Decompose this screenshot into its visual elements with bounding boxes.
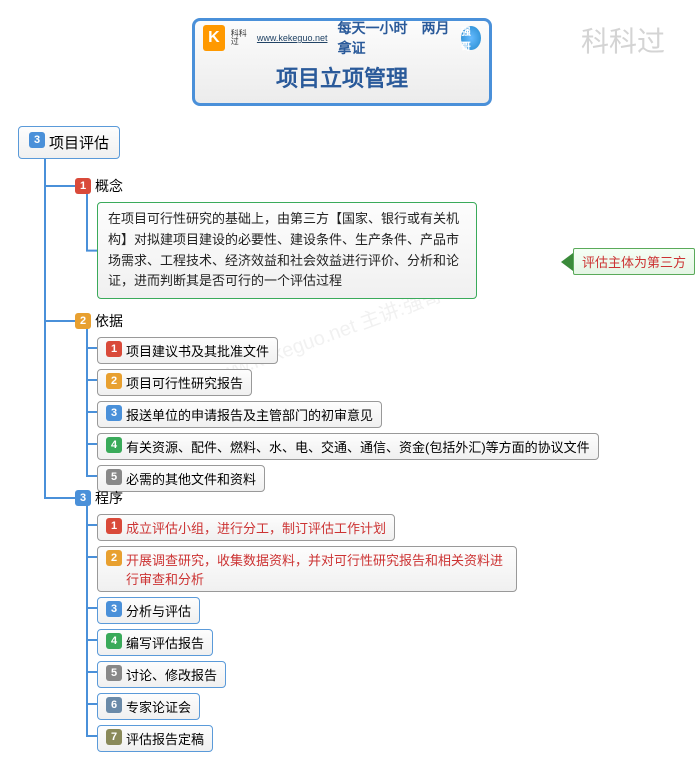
item-box: 2开展调查研究，收集数据资料，并对可行性研究报告和相关资料进行审查和分析 <box>97 546 517 592</box>
item-box: 2项目可行性研究报告 <box>97 369 252 396</box>
list-item: 5讨论、修改报告 <box>97 661 517 688</box>
section-1: 1概念在项目可行性研究的基础上，由第三方【国家、银行或有关机构】对拟建项目建设的… <box>75 176 477 299</box>
item-text: 开展调查研究，收集数据资料，并对可行性研究报告和相关资料进行审查和分析 <box>126 550 508 588</box>
item-num: 4 <box>106 437 122 453</box>
list-item: 3分析与评估 <box>97 597 517 624</box>
list-item: 7评估报告定稿 <box>97 725 517 752</box>
brand-badge-icon: 强 哥 <box>461 26 481 50</box>
list-item: 2开展调查研究，收集数据资料，并对可行性研究报告和相关资料进行审查和分析 <box>97 546 517 592</box>
brand-logo-icon: K <box>203 25 225 51</box>
item-num: 3 <box>106 601 122 617</box>
item-box: 4编写评估报告 <box>97 629 213 656</box>
item-text: 项目建议书及其批准文件 <box>126 341 269 360</box>
item-num: 2 <box>106 373 122 389</box>
item-box: 1项目建议书及其批准文件 <box>97 337 278 364</box>
concept-body: 在项目可行性研究的基础上，由第三方【国家、银行或有关机构】对拟建项目建设的必要性… <box>97 202 477 299</box>
section-num: 2 <box>75 313 91 329</box>
header-card: K 科科过 www.kekeguo.net 每天一小时 两月拿证 强 哥 项目立… <box>192 18 492 106</box>
item-text: 项目可行性研究报告 <box>126 373 243 392</box>
item-text: 报送单位的申请报告及主管部门的初审意见 <box>126 405 373 424</box>
watermark-brand: 科科过 <box>581 20 665 60</box>
section-3: 3程序1成立评估小组，进行分工，制订评估工作计划2开展调查研究，收集数据资料，并… <box>75 488 517 757</box>
list-item: 4有关资源、配件、燃料、水、电、交通、通信、资金(包括外汇)等方面的协议文件 <box>97 433 599 460</box>
section-children: 1项目建议书及其批准文件2项目可行性研究报告3报送单位的申请报告及主管部门的初审… <box>97 337 599 492</box>
list-item: 3报送单位的申请报告及主管部门的初审意见 <box>97 401 599 428</box>
item-text: 评估报告定稿 <box>126 729 204 748</box>
brand-slogan: 每天一小时 两月拿证 <box>337 18 454 58</box>
section-num: 1 <box>75 178 91 194</box>
item-box: 7评估报告定稿 <box>97 725 213 752</box>
section-text: 概念 <box>95 176 123 196</box>
header-top: K 科科过 www.kekeguo.net 每天一小时 两月拿证 强 哥 <box>195 21 489 55</box>
section-children: 1成立评估小组，进行分工，制订评估工作计划2开展调查研究，收集数据资料，并对可行… <box>97 514 517 752</box>
list-item: 2项目可行性研究报告 <box>97 369 599 396</box>
brand-text: 科科过 <box>231 30 251 46</box>
item-num: 3 <box>106 405 122 421</box>
root-num: 3 <box>29 132 45 148</box>
item-num: 7 <box>106 729 122 745</box>
section-label: 1概念 <box>75 176 123 196</box>
brand-name: 科科过 <box>231 30 251 46</box>
item-num: 5 <box>106 665 122 681</box>
section-text: 程序 <box>95 488 123 508</box>
section-num: 3 <box>75 490 91 506</box>
list-item: 6专家论证会 <box>97 693 517 720</box>
item-text: 专家论证会 <box>126 697 191 716</box>
item-box: 6专家论证会 <box>97 693 200 720</box>
section-text: 依据 <box>95 311 123 331</box>
page-title: 项目立项管理 <box>195 55 489 103</box>
item-text: 必需的其他文件和资料 <box>126 469 256 488</box>
item-text: 讨论、修改报告 <box>126 665 217 684</box>
item-num: 4 <box>106 633 122 649</box>
section-label: 3程序 <box>75 488 123 508</box>
item-text: 分析与评估 <box>126 601 191 620</box>
list-item: 4编写评估报告 <box>97 629 517 656</box>
callout: 评估主体为第三方 <box>561 248 695 275</box>
callout-arrow-icon <box>561 253 573 271</box>
section-children: 在项目可行性研究的基础上，由第三方【国家、银行或有关机构】对拟建项目建设的必要性… <box>97 202 477 299</box>
item-text: 编写评估报告 <box>126 633 204 652</box>
item-num: 6 <box>106 697 122 713</box>
section-label: 2依据 <box>75 311 123 331</box>
item-num: 1 <box>106 518 122 534</box>
list-item: 1成立评估小组，进行分工，制订评估工作计划 <box>97 514 517 541</box>
root-node: 3 项目评估 <box>18 126 120 159</box>
list-item: 1项目建议书及其批准文件 <box>97 337 599 364</box>
item-box: 5讨论、修改报告 <box>97 661 226 688</box>
callout-text: 评估主体为第三方 <box>573 248 695 275</box>
item-text: 有关资源、配件、燃料、水、电、交通、通信、资金(包括外汇)等方面的协议文件 <box>126 437 590 456</box>
item-box: 4有关资源、配件、燃料、水、电、交通、通信、资金(包括外汇)等方面的协议文件 <box>97 433 599 460</box>
item-num: 2 <box>106 550 122 566</box>
item-num: 1 <box>106 341 122 357</box>
item-text: 成立评估小组，进行分工，制订评估工作计划 <box>126 518 386 537</box>
section-2: 2依据1项目建议书及其批准文件2项目可行性研究报告3报送单位的申请报告及主管部门… <box>75 311 599 497</box>
brand-url: www.kekeguo.net <box>257 33 328 43</box>
item-num: 5 <box>106 469 122 485</box>
root-label: 项目评估 <box>49 132 109 153</box>
item-box: 3分析与评估 <box>97 597 200 624</box>
item-box: 1成立评估小组，进行分工，制订评估工作计划 <box>97 514 395 541</box>
item-box: 3报送单位的申请报告及主管部门的初审意见 <box>97 401 382 428</box>
